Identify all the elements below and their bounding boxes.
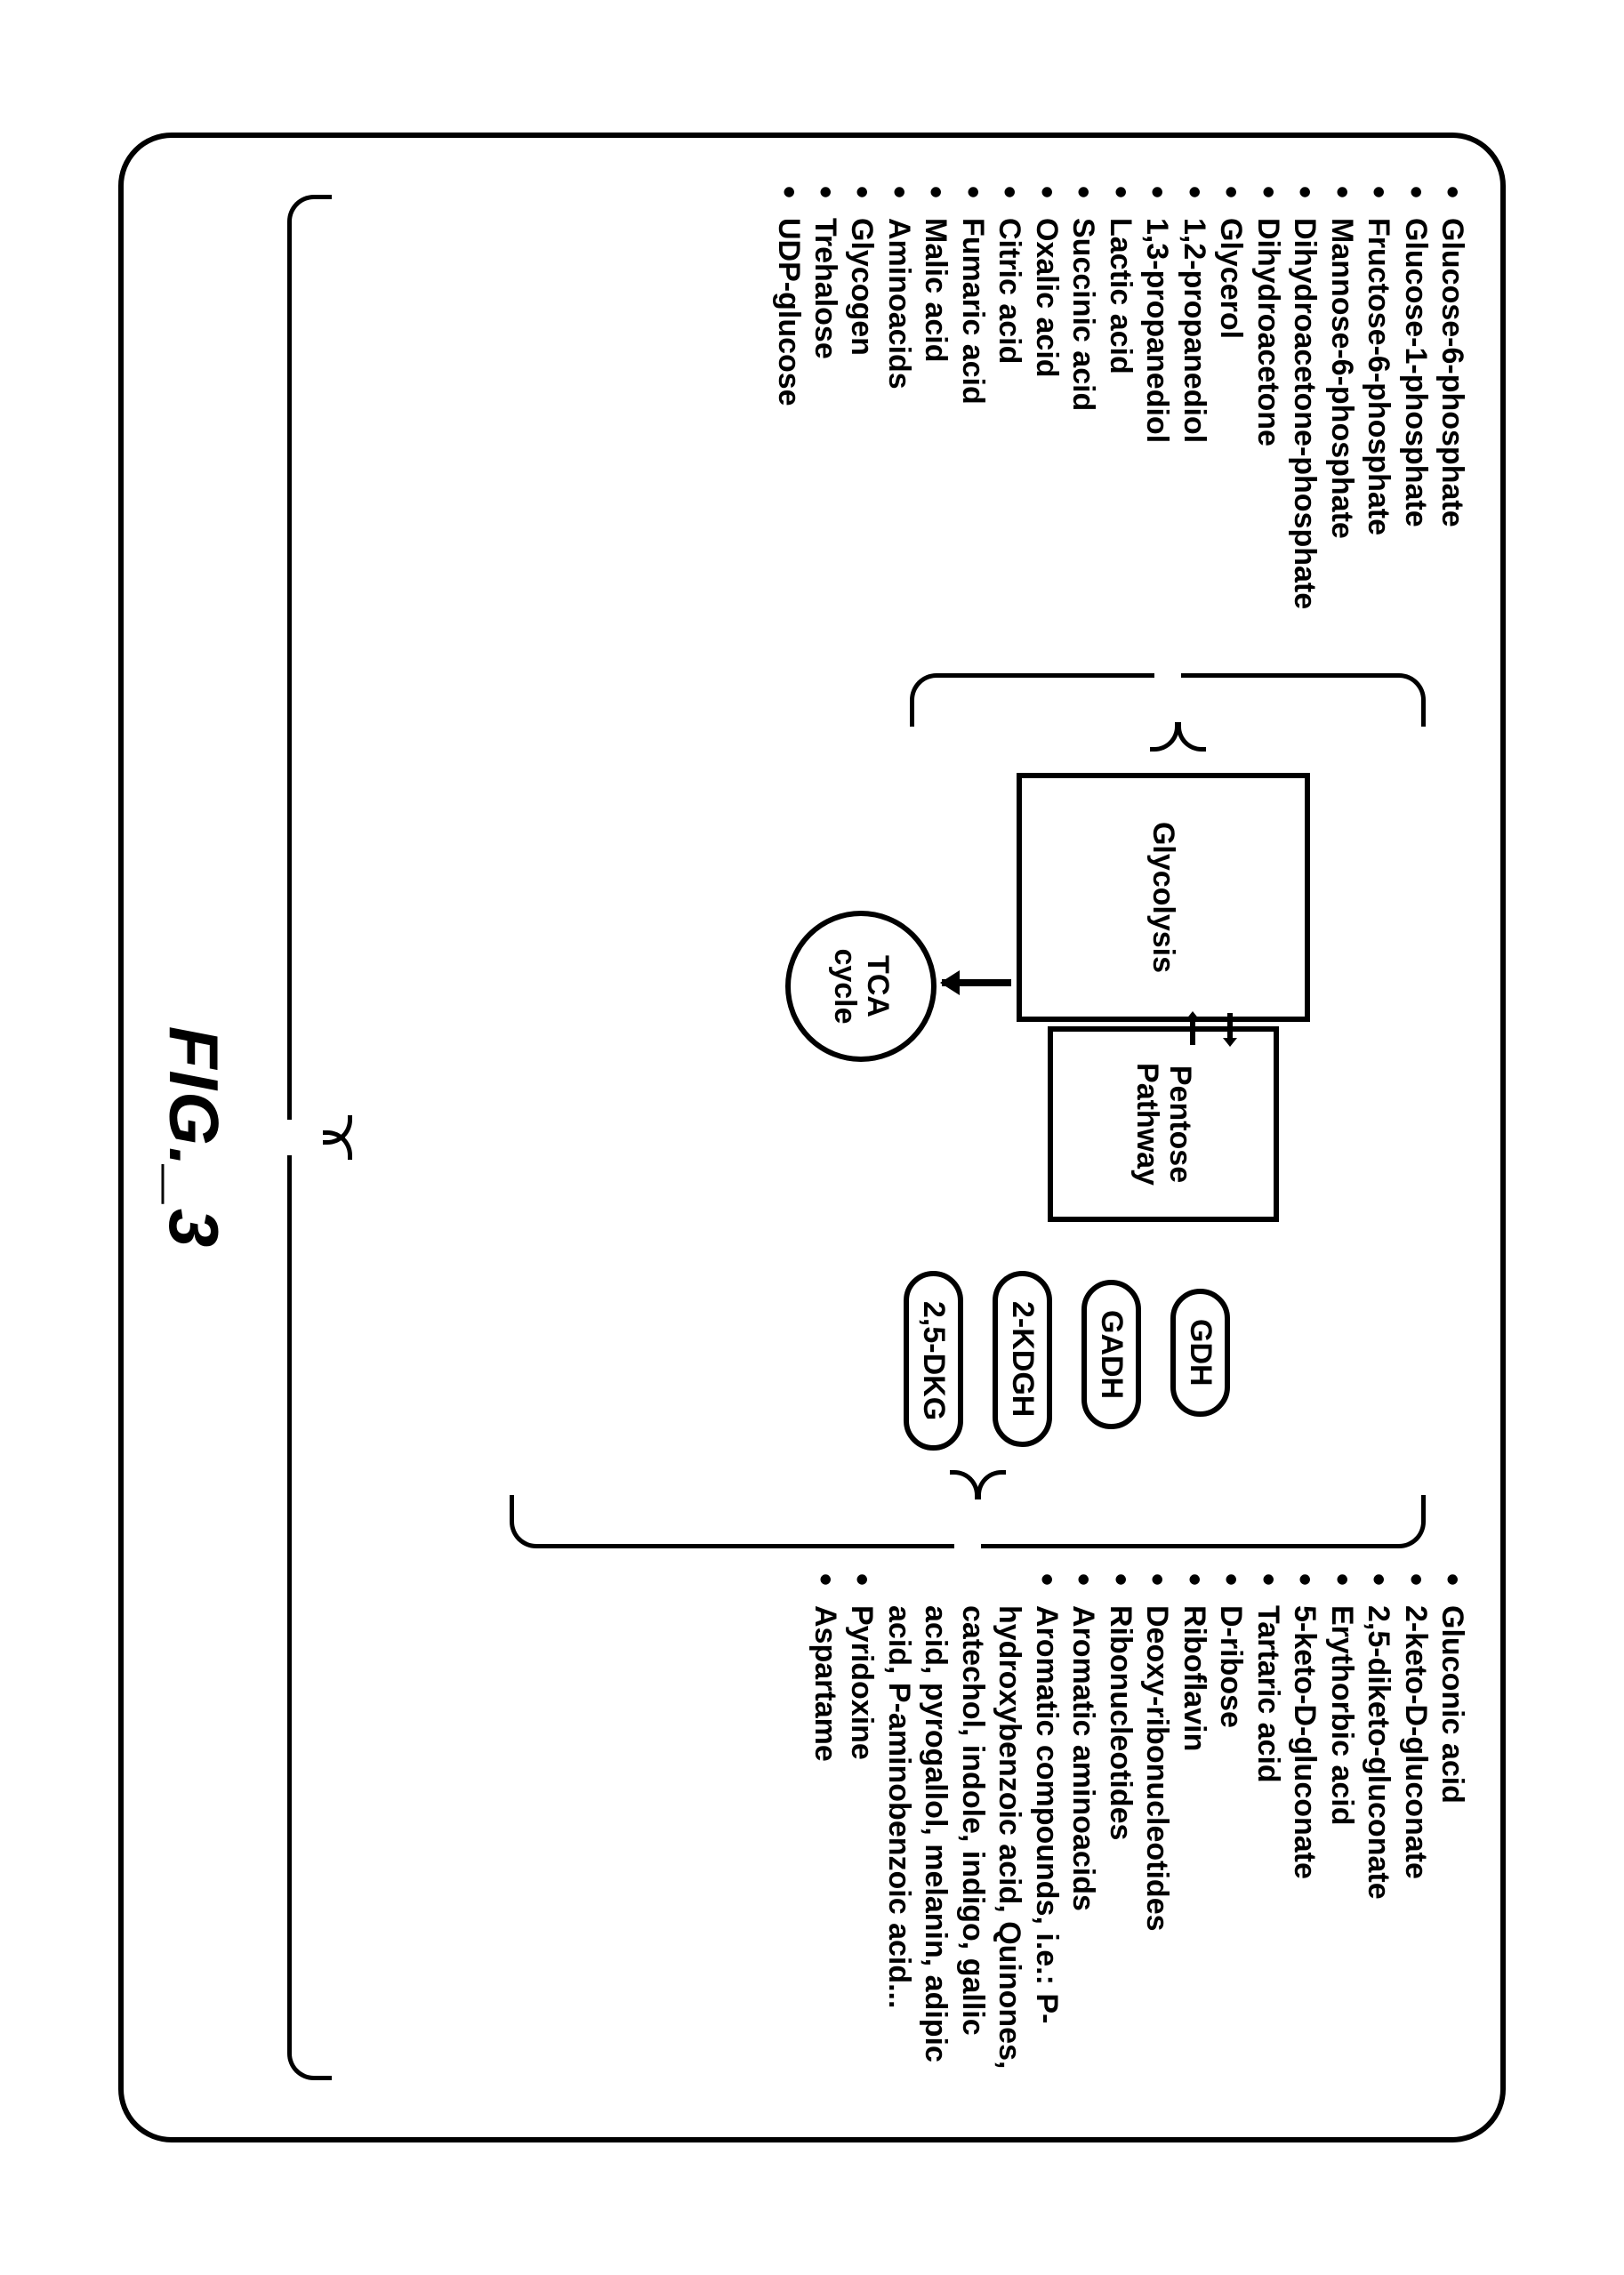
enzyme-2kdgh-label: 2-KDGH [1006, 1301, 1040, 1417]
bottom-brace [225, 168, 332, 2107]
list-item: 2-keto-D-gluconate [1396, 1573, 1433, 2107]
list-item: 5-keto-D-gluconate [1286, 1573, 1323, 2107]
list-item: Fumaric acid [953, 186, 990, 666]
brace-left-bot [910, 673, 1154, 727]
arrow-glycolysis-to-tca [942, 979, 1011, 986]
list-item: Erythorbic acid [1323, 1573, 1359, 2107]
list-item: Glycerol [1212, 186, 1249, 666]
enzyme-gdh: GDH [1170, 1289, 1230, 1417]
list-item: Trehalose [807, 186, 843, 666]
list-item: Deoxy-ribonucleotides [1138, 1573, 1175, 2107]
list-item: Dihydroacetone-phosphate [1286, 186, 1323, 666]
arrow-right-icon [1219, 1011, 1241, 1047]
figure-stage: Glucose-6-phosphateGlucose-1-phosphateFr… [100, 115, 1524, 2160]
brace-left-top [1181, 673, 1426, 727]
list-item: Riboflavin [1175, 1573, 1211, 2107]
arrow-left-icon [1182, 1011, 1203, 1047]
list-item: Malic acid [917, 186, 953, 666]
list-item: Glucose-6-phosphate [1434, 186, 1470, 666]
list-item: Aspartame [807, 1573, 843, 2107]
figure-content: Glucose-6-phosphateGlucose-1-phosphateFr… [314, 168, 1470, 2107]
enzyme-gadh-label: GADH [1095, 1310, 1129, 1399]
enzyme-2kdgh: 2-KDGH [993, 1271, 1052, 1447]
list-item: Ribonucleotides [1101, 1573, 1138, 2107]
center-diagram: Glycolysis Pentose Pathway TCA cycle [314, 666, 1470, 1556]
brace-right-bot [510, 1495, 954, 1548]
list-item: Tartaric acid [1249, 1573, 1285, 2107]
pentose-label: Pentose Pathway [1130, 1063, 1197, 1186]
list-item: D-ribose [1212, 1573, 1249, 2107]
list-item: Citric acid [991, 186, 1027, 666]
glycolysis-box: Glycolysis [1017, 773, 1310, 1022]
enzyme-25dkg-label: 2,5-DKG [917, 1301, 951, 1420]
list-item: Mannose-6-phosphate [1323, 186, 1359, 666]
list-item: Glycogen [843, 186, 880, 666]
list-item: Succinic acid [1065, 186, 1101, 666]
list-item: Aromatic aminoacids [1065, 1573, 1101, 2107]
right-products-list: Gluconic acid2-keto-D-gluconate2,5-diket… [314, 1556, 1470, 2107]
enzyme-gadh: GADH [1081, 1280, 1141, 1429]
brace-right-top [981, 1495, 1426, 1548]
list-item: Gluconic acid [1434, 1573, 1470, 2107]
list-item: Aminoacids [880, 186, 917, 666]
left-products-list: Glucose-6-phosphateGlucose-1-phosphateFr… [314, 168, 1470, 666]
list-item: 2,5-diketo-gluconate [1360, 1573, 1396, 2107]
list-item: Aromatic compounds, i.e.: P-hydroxybenzo… [880, 1573, 1065, 2107]
list-item: 1,2-propanediol [1175, 186, 1211, 666]
tca-label: TCA cycle [828, 948, 895, 1024]
list-item: Fructose-6-phosphate [1360, 186, 1396, 666]
list-item: Oxalic acid [1027, 186, 1064, 666]
list-item: Lactic acid [1101, 186, 1138, 666]
glycolysis-label: Glycolysis [1146, 822, 1181, 973]
figure-label: FIG._3 [153, 115, 234, 2160]
bottom-brace-right [287, 1155, 332, 2080]
list-item: Dihydroacetone [1249, 186, 1285, 666]
pentose-box: Pentose Pathway [1048, 1026, 1279, 1222]
list-item: 1,3-propanediol [1138, 186, 1175, 666]
list-item: Glucose-1-phosphate [1396, 186, 1433, 666]
enzyme-25dkg: 2,5-DKG [904, 1271, 963, 1451]
tca-circle: TCA cycle [785, 911, 937, 1062]
bottom-brace-left [287, 195, 332, 1120]
enzyme-gdh-label: GDH [1184, 1319, 1218, 1387]
list-item: UDP-glucose [769, 186, 806, 666]
list-item: Pyridoxine [843, 1573, 880, 2107]
